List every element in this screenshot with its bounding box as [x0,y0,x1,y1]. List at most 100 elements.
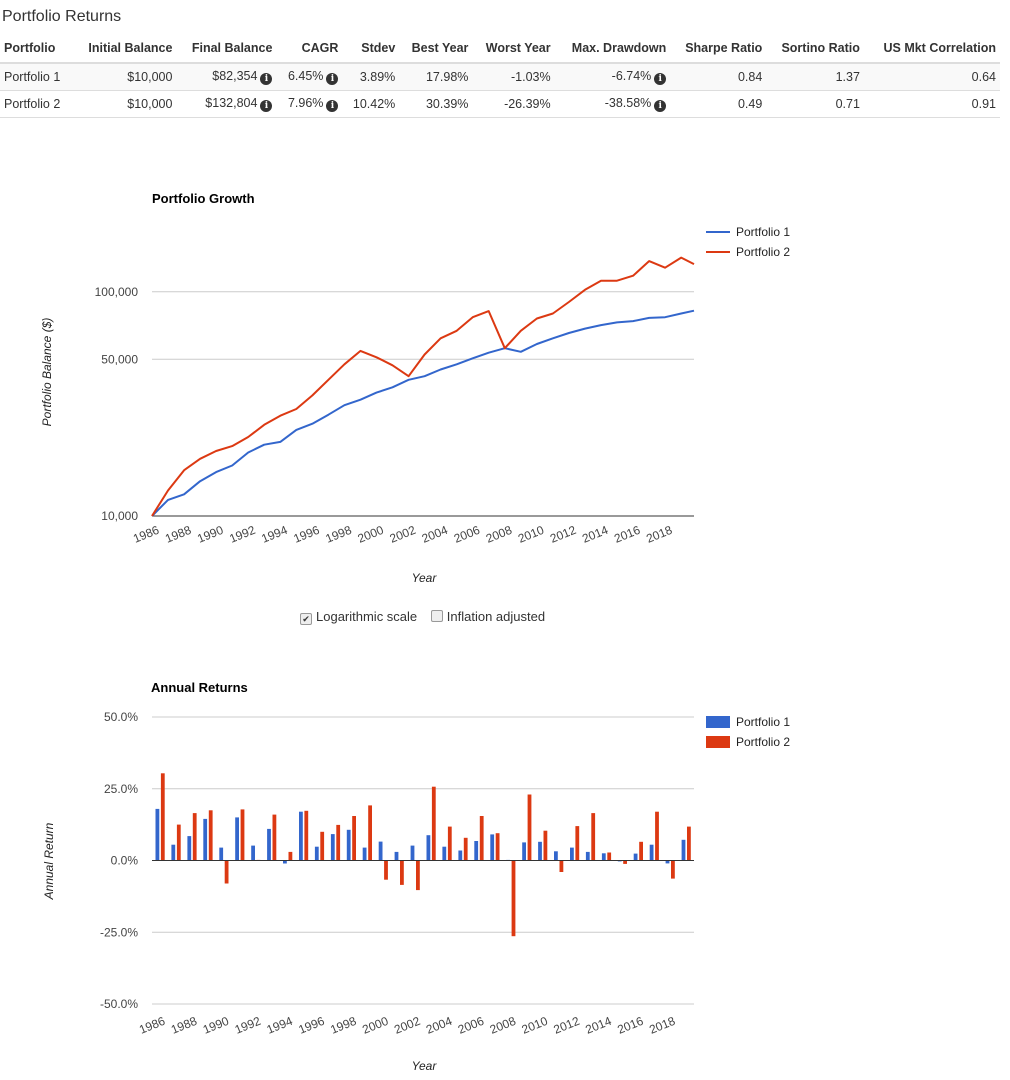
series-line-portfolio-2 [151,256,695,517]
y-tick-label: -25.0% [100,925,138,939]
info-circle-icon[interactable]: i [654,73,667,85]
bar-portfolio-2-2019 [687,826,691,861]
returns-x-axis-title: Year [412,1059,438,1073]
bar-portfolio-1-1990 [219,847,224,861]
table-cell: 0.84 [670,63,767,91]
info-circle-icon[interactable]: i [260,73,273,85]
x-tick-label: 2010 [516,523,546,546]
x-tick-label: 2004 [424,1014,454,1037]
x-tick-label: 2002 [388,523,418,546]
log-scale-checkbox[interactable]: ✔ [300,613,312,625]
bar-portfolio-1-1995 [299,811,303,861]
bar-portfolio-2-2017 [655,811,659,861]
table-cell: $10,000 [72,63,177,91]
x-tick-label: 1988 [163,523,193,546]
column-header: Portfolio [0,36,73,64]
column-header: Worst Year [472,36,555,64]
table-cell: $132,804 i [176,90,277,118]
info-circle-icon[interactable]: i [654,100,667,112]
y-tick-label: 10,000 [101,509,138,523]
bar-portfolio-2-2010 [543,830,548,861]
bar-portfolio-2-1987 [176,824,181,861]
returns-summary-table: Portfolio Initial Balance Final Balance CAG… [0,36,1000,118]
x-tick-label: 2014 [580,523,610,546]
bar-portfolio-2-2003 [431,786,436,861]
table-cell: 0.49 [670,90,767,118]
bar-portfolio-1-2011 [554,851,558,861]
bar-portfolio-1-2016 [633,853,638,861]
log-scale-option[interactable]: ✔ Logarithmic scale [300,609,421,625]
bar-portfolio-2-1999 [368,805,372,861]
x-tick-label: 2008 [488,1014,518,1037]
cell-value: $10,000 [127,70,173,84]
table-cell: 0.91 [863,90,1000,118]
bar-portfolio-1-1992 [251,845,255,861]
bar-portfolio-2-1995 [304,810,309,861]
cell-value: -26.39% [504,97,551,111]
bar-portfolio-1-2019 [681,839,686,861]
x-tick-label: 1994 [259,523,289,546]
x-tick-label: 2014 [583,1014,613,1037]
column-header: Initial Balance [72,36,177,64]
column-header: Sortino Ratio [766,36,864,64]
info-circle-icon[interactable]: i [326,100,339,112]
bar-portfolio-2-2008 [511,860,516,937]
cell-value: -6.74% [611,69,652,83]
cell-value: 6.45% [287,69,324,83]
log-scale-label: Logarithmic scale [316,609,418,624]
cell-value: 1.37 [835,70,860,84]
cell-value: 0.91 [971,97,996,111]
legend-label: Portfolio 1 [736,225,790,239]
table-cell: Portfolio 1 [0,63,73,91]
bar-portfolio-2-1990 [224,860,229,884]
cell-value: 30.39% [425,97,469,111]
bar-portfolio-2-1986 [160,773,165,861]
table-cell: -1.03% [472,63,555,91]
inflation-option[interactable]: Inflation adjusted [430,609,545,624]
bar-portfolio-1-1994 [283,860,287,864]
legend-label: Portfolio 2 [736,735,790,749]
bar-portfolio-2-2000 [384,860,388,880]
x-tick-label: 2006 [452,523,482,546]
x-tick-label: 2004 [420,523,450,546]
cell-value: -1.03% [511,70,551,84]
x-tick-label: 1990 [195,523,225,546]
bar-portfolio-1-2004 [442,846,447,861]
info-circle-icon[interactable]: i [260,100,273,112]
annual-returns-chart: Annual Returns -50.0% -25.0% 0.0% 25.0% 50.0… [42,680,790,1073]
bar-portfolio-2-2018 [671,860,675,879]
table-cell: -38.58% i [554,90,671,118]
x-tick-label: 2012 [552,1014,582,1037]
series-line-portfolio-1 [151,309,695,517]
y-tick-label: 100,000 [95,285,139,299]
column-header: US Mkt Correlation [863,36,1000,64]
bar-portfolio-1-2001 [394,851,399,861]
x-tick-label: 1988 [169,1014,199,1037]
bar-portfolio-1-2013 [585,851,590,861]
table-cell: 0.64 [863,63,1000,91]
bar-portfolio-1-2007 [490,834,495,861]
bar-portfolio-2-2002 [416,860,420,891]
x-tick-label: 1992 [227,523,257,546]
bar-portfolio-2-1988 [192,813,197,861]
table-row: Portfolio 1 $10,000 $82,354 i 6.45% i 3.89% 17.… [0,63,1000,91]
bar-portfolio-1-2005 [458,850,463,861]
inflation-checkbox[interactable] [430,610,443,622]
bar-portfolio-2-2016 [639,841,643,861]
bar-portfolio-2-1996 [320,831,325,861]
legend-label: Portfolio 2 [736,245,790,259]
cell-value: Portfolio 2 [4,97,61,111]
cell-value: 7.96% [287,96,324,110]
info-circle-icon[interactable]: i [326,73,339,85]
y-tick-label: 50.0% [104,710,138,724]
cell-value: 0.64 [971,70,996,84]
table-cell: 30.39% [399,90,473,118]
column-header: CAGR [276,36,343,64]
bar-portfolio-1-2009 [522,842,526,861]
bar-portfolio-2-2006 [479,816,484,861]
bar-portfolio-1-1999 [362,847,367,861]
table-header-row: Portfolio Initial Balance Final Balance CAG… [0,36,1000,64]
x-tick-label: 2016 [615,1014,645,1037]
bar-portfolio-1-1991 [235,817,239,861]
x-tick-label: 1992 [233,1014,263,1037]
